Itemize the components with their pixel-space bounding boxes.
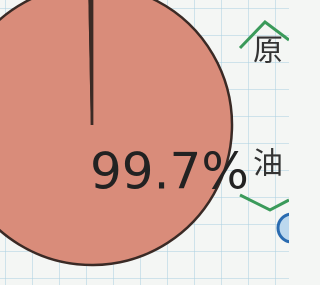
chart: 99.7% 原 油 <box>0 0 289 285</box>
annotation: 原 <box>253 34 283 69</box>
data-label: 99.7% <box>90 143 249 201</box>
page: 99.7% 原 油 (() => { const data = JSON.par… <box>0 0 320 285</box>
annotation: 油 <box>253 147 283 182</box>
